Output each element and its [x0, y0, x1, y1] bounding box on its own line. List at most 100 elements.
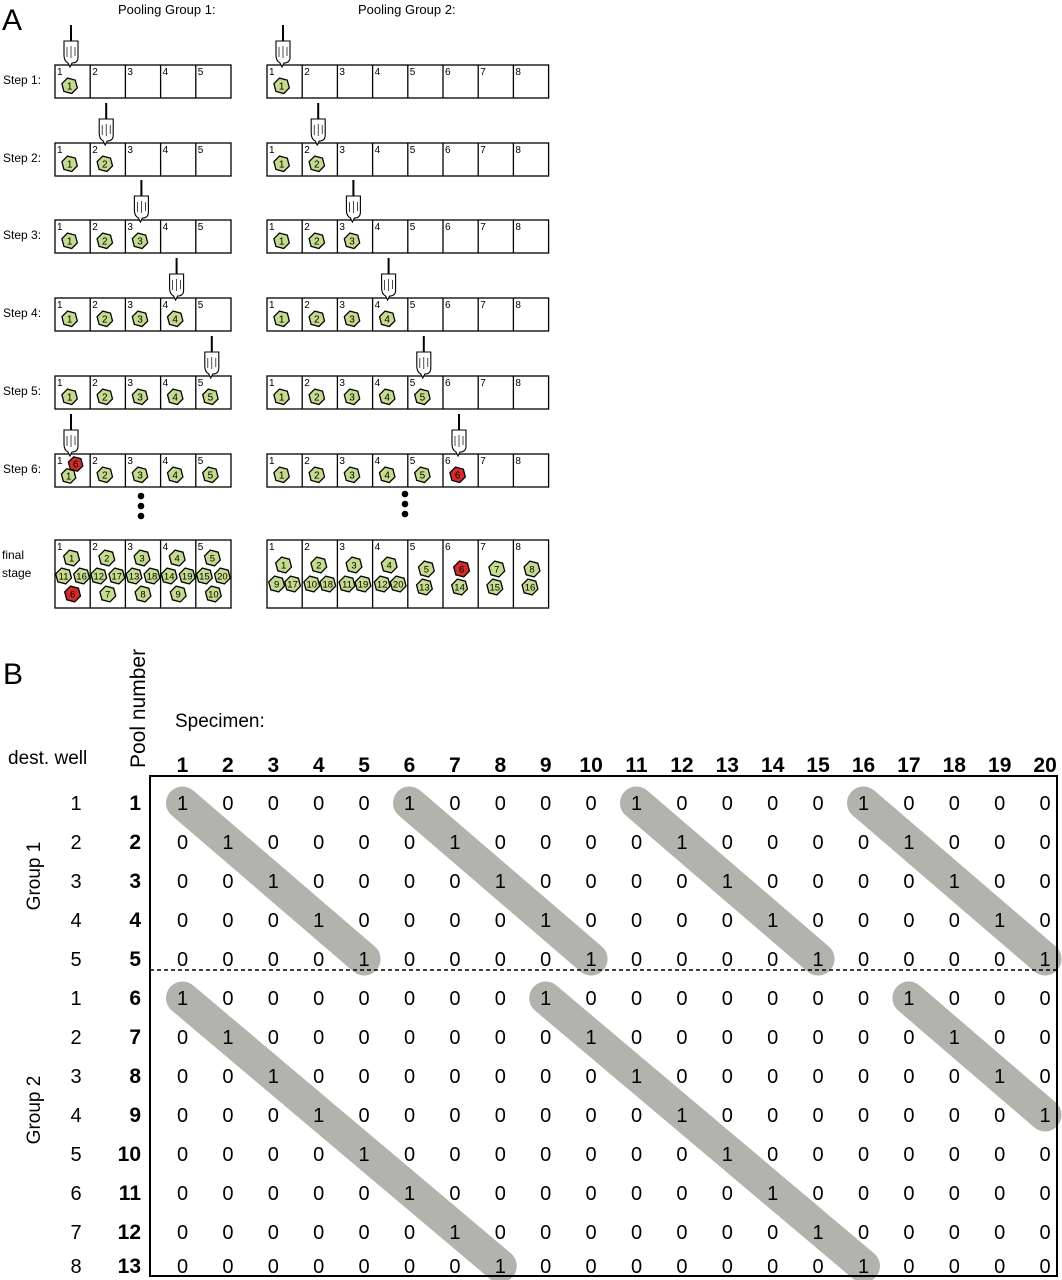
continuation-dots-group1	[137, 492, 145, 520]
matrix-cell: 0	[903, 1066, 914, 1088]
specimen-icon: 17	[108, 567, 126, 585]
specimen-number: 2	[314, 236, 320, 247]
specimen-icon: 12	[90, 567, 108, 585]
well-number: 1	[57, 67, 63, 78]
matrix-cell: 0	[268, 793, 279, 815]
dest-well-number: 2	[70, 1027, 81, 1049]
specimen-number: 6	[73, 460, 79, 471]
well-number: 4	[375, 456, 381, 467]
matrix-cell: 1	[313, 1105, 324, 1127]
matrix-cell: 0	[813, 1066, 824, 1088]
specimen-number: 19	[358, 579, 369, 590]
well-number: 1	[269, 300, 275, 311]
specimen-column-header: 17	[897, 754, 920, 777]
specimen-number: 1	[279, 314, 285, 325]
matrix-cell: 0	[1040, 1183, 1051, 1205]
panel-b: B Pool number Specimen: dest. well Group…	[3, 649, 1062, 1280]
well-number: 1	[57, 300, 63, 311]
matrix-cell: 0	[858, 910, 869, 932]
well-number: 8	[515, 67, 521, 78]
matrix-cell: 0	[1040, 1066, 1051, 1088]
matrix-cell: 0	[404, 1256, 415, 1278]
specimen-icon: 1	[61, 388, 79, 406]
well-plate: 11 2 3 4 5	[54, 64, 232, 99]
matrix-cell: 0	[540, 1183, 551, 1205]
well-number: 5	[410, 378, 416, 389]
matrix-cell: 0	[676, 1066, 687, 1088]
specimen-icon: 18	[143, 567, 161, 585]
matrix-cell: 0	[495, 793, 506, 815]
matrix-cell: 0	[1040, 793, 1051, 815]
matrix-cell: 0	[222, 871, 233, 893]
pool-number: 11	[119, 1182, 142, 1205]
specimen-icon: 1	[62, 549, 81, 567]
specimen-number: 2	[314, 392, 320, 403]
specimen-icon: 1	[273, 155, 291, 173]
matrix-cell: 0	[449, 949, 460, 971]
matrix-cell: 0	[1040, 1027, 1051, 1049]
well-number: 5	[198, 145, 204, 156]
specimen-icon: 19	[354, 575, 372, 593]
well-number: 4	[163, 222, 169, 233]
specimen-icon: 3	[343, 232, 361, 250]
matrix-cell: 0	[949, 949, 960, 971]
specimen-icon: 11	[338, 575, 356, 593]
specimen-icon: 2	[96, 388, 114, 406]
well-number: 5	[198, 67, 204, 78]
dest-well-number: 5	[70, 949, 81, 971]
matrix-cell: 1	[359, 949, 370, 971]
well-number: 6	[445, 456, 451, 467]
plate-outline	[54, 64, 232, 99]
matrix-cell: 0	[222, 1066, 233, 1088]
well-number: 4	[375, 67, 381, 78]
matrix-cell: 0	[586, 1105, 597, 1127]
pool-number: 6	[129, 987, 141, 1010]
matrix-cell: 0	[813, 1256, 824, 1278]
specimen-number: 3	[137, 314, 143, 325]
matrix-cell: 0	[767, 1066, 778, 1088]
panel-a: A Pooling Group 1: Pooling Group 2: Step…	[2, 2, 550, 609]
well-number: 6	[445, 145, 451, 156]
matrix-cell: 0	[631, 1027, 642, 1049]
specimen-icon: 3	[131, 232, 149, 250]
matrix-cell: 0	[813, 793, 824, 815]
specimen-number: 17	[287, 579, 298, 590]
dest-well-number: 3	[70, 871, 81, 893]
matrix-cell: 0	[676, 1027, 687, 1049]
matrix-layer: 1 2 3 4 5 6 7 8 9 10 11 12 13 14 15 16 17 18 19 201 1 1 0 0 0 0 1 0…	[70, 754, 1062, 1280]
well-number: 5	[198, 222, 204, 233]
matrix-cell: 0	[949, 910, 960, 932]
matrix-cell: 0	[631, 988, 642, 1010]
specimen-icon: 16	[72, 567, 91, 585]
specimen-icon: 1	[273, 310, 291, 328]
dest-well-number: 4	[70, 1105, 81, 1127]
matrix-cell: 0	[449, 1256, 460, 1278]
matrix-cell: 0	[767, 1144, 778, 1166]
well-number: 4	[163, 378, 169, 389]
specimen-icon: 5	[201, 388, 219, 406]
specimen-icon: 2	[96, 232, 114, 250]
well-number: 7	[480, 542, 486, 553]
specimen-number: 3	[349, 392, 355, 403]
well-number: 2	[304, 145, 310, 156]
matrix-cell: 1	[222, 832, 233, 854]
matrix-cell: 0	[858, 1144, 869, 1166]
pipette-hand-icon	[204, 336, 220, 380]
specimen-icon: 10	[204, 585, 223, 603]
specimen-column-header: 9	[540, 754, 552, 777]
pool-number: 8	[129, 1065, 141, 1088]
matrix-cell: 0	[813, 988, 824, 1010]
specimen-icon: 13	[125, 567, 143, 585]
matrix-cell: 0	[177, 910, 188, 932]
specimen-icon: 19	[178, 567, 196, 585]
matrix-cell: 1	[767, 1183, 778, 1205]
specimen-icon: 1	[273, 388, 291, 406]
well-number: 4	[375, 378, 381, 389]
matrix-cell: 0	[268, 1105, 279, 1127]
matrix-cell: 0	[404, 1066, 415, 1088]
specimen-column-header: 5	[358, 754, 370, 777]
matrix-cell: 0	[858, 871, 869, 893]
specimen-icon: 9	[169, 585, 187, 603]
matrix-cell: 0	[495, 1222, 506, 1244]
dest-well-number: 7	[70, 1222, 81, 1244]
